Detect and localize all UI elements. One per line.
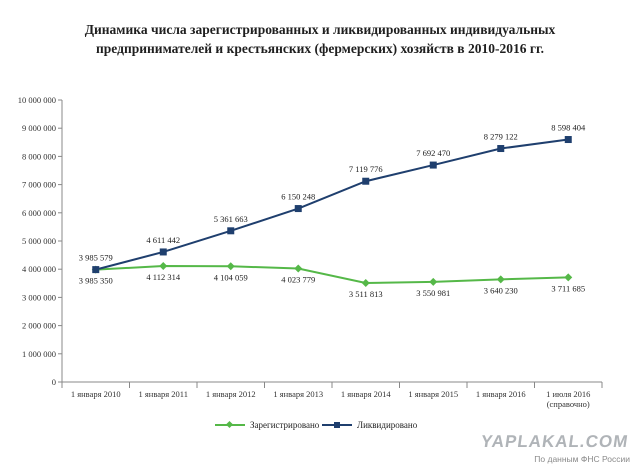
x-tick-label: 1 января 2012 <box>206 389 256 399</box>
x-tick-label: 1 января 2016 <box>476 389 526 399</box>
legend-swatch-registered <box>215 420 245 430</box>
data-point-liquidated <box>92 266 100 274</box>
x-tick-label: (справочно) <box>547 399 590 409</box>
legend-label-registered: Зарегистрировано <box>250 420 320 430</box>
data-point-registered <box>361 278 370 287</box>
chart-title-line-2: предпринимателей и крестьянских (фермерс… <box>96 41 544 56</box>
y-tick-label: 5 000 000 <box>22 236 56 246</box>
x-tick-label: 1 января 2013 <box>273 389 323 399</box>
legend-swatch-liquidated <box>322 420 352 430</box>
data-point-registered <box>294 264 303 273</box>
chart-legend: Зарегистрировано Ликвидировано <box>0 420 640 434</box>
data-label-registered: 3 711 685 <box>551 283 585 293</box>
data-point-liquidated <box>159 248 167 256</box>
y-tick-label: 7 000 000 <box>22 180 56 190</box>
data-point-liquidated <box>497 145 505 153</box>
x-tick-label: 1 января 2010 <box>71 389 121 399</box>
chart-title: Динамика числа зарегистрированных и ликв… <box>0 20 640 58</box>
y-tick-label: 2 000 000 <box>22 321 56 331</box>
x-tick-label: 1 января 2014 <box>341 389 392 399</box>
data-point-registered <box>496 275 505 284</box>
data-label-registered: 3 550 981 <box>416 288 450 298</box>
data-label-registered: 4 023 779 <box>281 275 315 285</box>
y-tick-label: 9 000 000 <box>22 123 56 133</box>
data-point-registered <box>564 273 573 282</box>
y-tick-label: 4 000 000 <box>22 264 56 274</box>
x-tick-label: 1 января 2015 <box>408 389 458 399</box>
series-line-registered <box>95 265 569 284</box>
data-point-registered <box>159 262 168 271</box>
data-point-liquidated <box>564 136 572 144</box>
source-note: По данным ФНС России <box>534 454 630 464</box>
x-tick-label: 1 июля 2016 <box>546 389 590 399</box>
data-point-liquidated <box>429 161 437 169</box>
data-label-registered: 3 511 813 <box>349 289 383 299</box>
legend-item-registered: Зарегистрировано <box>215 420 319 430</box>
y-tick-label: 10 000 000 <box>18 95 56 105</box>
data-point-liquidated <box>294 205 302 213</box>
legend-item-liquidated: Ликвидировано <box>322 420 417 430</box>
data-label-registered: 3 640 230 <box>484 285 518 295</box>
data-label-registered: 4 112 314 <box>146 272 180 282</box>
y-tick-label: 6 000 000 <box>22 208 56 218</box>
data-label-liquidated: 7 692 470 <box>416 148 450 158</box>
y-tick-label: 1 000 000 <box>22 349 56 359</box>
data-point-registered <box>226 262 235 271</box>
data-label-liquidated: 4 611 442 <box>146 235 180 245</box>
y-tick-label: 8 000 000 <box>22 151 56 161</box>
watermark-logo[interactable]: YAPLAKAL.COM <box>479 432 630 451</box>
legend-label-liquidated: Ликвидировано <box>357 420 418 430</box>
data-label-liquidated: 3 985 579 <box>79 253 113 263</box>
chart-title-line-1: Динамика числа зарегистрированных и ликв… <box>84 22 556 37</box>
data-point-registered <box>429 277 438 286</box>
data-point-liquidated <box>227 227 235 235</box>
y-tick-label: 0 <box>52 377 56 387</box>
data-label-liquidated: 8 598 404 <box>551 123 586 133</box>
line-chart: 0 1 000 000 2 000 000 3 000 000 4 000 000 5 0… <box>18 95 603 409</box>
data-label-liquidated: 8 279 122 <box>484 132 518 142</box>
data-point-liquidated <box>362 177 370 185</box>
x-tick-label: 1 января 2011 <box>139 389 188 399</box>
y-tick-label: 3 000 000 <box>22 292 56 302</box>
data-label-registered: 3 985 350 <box>79 276 113 286</box>
data-label-liquidated: 7 119 776 <box>349 164 383 174</box>
series-line-liquidated <box>95 138 569 271</box>
data-label-liquidated: 5 361 663 <box>214 214 248 224</box>
data-label-liquidated: 6 150 248 <box>281 192 315 202</box>
data-label-registered: 4 104 059 <box>214 272 248 282</box>
